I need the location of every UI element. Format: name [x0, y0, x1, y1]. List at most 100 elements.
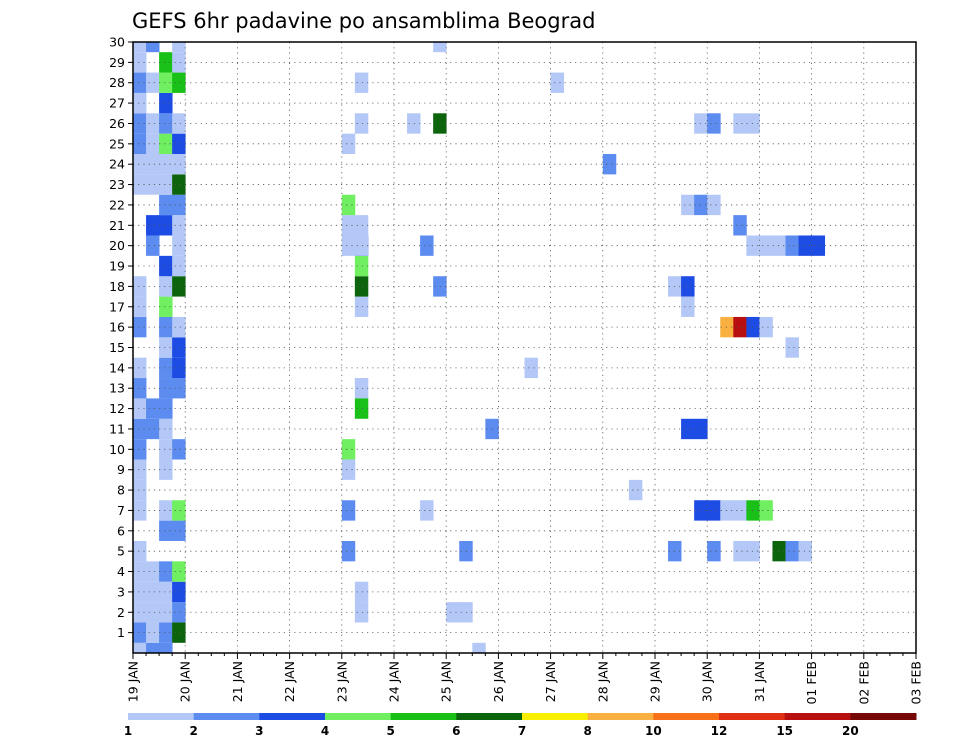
heatmap-cell [172, 581, 186, 603]
heatmap-cell [733, 500, 747, 521]
heatmap-cell [159, 174, 173, 195]
heatmap-cell [133, 133, 147, 155]
heatmap-cell [172, 174, 186, 195]
heatmap-cell [341, 459, 356, 480]
heatmap-cell [341, 500, 356, 521]
plot-frame [132, 41, 917, 654]
y-tick-label: 9 [117, 462, 125, 477]
heatmap-cell [733, 215, 747, 236]
heatmap-cell [707, 194, 721, 216]
x-tick-label: 26 JAN [491, 661, 506, 702]
heatmap-cell [146, 418, 160, 440]
heatmap-cell [407, 113, 421, 134]
heatmap-cell [159, 255, 173, 277]
y-tick-label: 17 [109, 299, 125, 314]
legend-swatch [128, 713, 195, 720]
legend-label: 7 [518, 724, 526, 738]
heatmap-cell [172, 520, 186, 541]
heatmap-cell [159, 296, 173, 317]
heatmap-cell [159, 276, 173, 297]
heatmap-cell [341, 194, 356, 216]
heatmap-cell [172, 316, 186, 338]
legend-swatch [587, 713, 654, 720]
x-tick-label: 31 JAN [752, 661, 767, 702]
heatmap-cell [133, 154, 147, 175]
heatmap-cell [472, 642, 486, 653]
chart-title: GEFS 6hr padavine po ansamblima Beograd [132, 9, 595, 33]
x-tick-label: 20 JAN [178, 661, 193, 702]
heatmap-cell [172, 194, 186, 216]
heatmap-cell [420, 500, 434, 521]
y-tick-label: 8 [117, 483, 125, 498]
legend-swatch [653, 713, 720, 720]
y-tick-label: 11 [109, 421, 125, 436]
heatmap-cell [420, 235, 434, 256]
y-tick-label: 27 [109, 96, 125, 111]
legend-label: 8 [583, 724, 591, 738]
x-tick-label: 03 FEB [909, 661, 924, 705]
heatmap-cell [159, 581, 173, 603]
heatmap-cell [172, 337, 186, 358]
heatmap-cell [772, 235, 786, 256]
y-tick-label: 6 [117, 523, 125, 538]
heatmap-cell [172, 439, 186, 460]
y-tick-label: 18 [109, 279, 125, 294]
heatmap-cell [133, 561, 147, 582]
heatmap-cell [146, 561, 160, 582]
heatmap-cell [159, 642, 173, 653]
heatmap-cell [159, 439, 173, 460]
heatmap-cell [733, 540, 747, 562]
heatmap-cell [746, 235, 760, 256]
legend-label: 6 [452, 724, 460, 738]
heatmap-cell [159, 378, 173, 399]
heatmap-cell [133, 72, 147, 93]
heatmap-cell [172, 500, 186, 521]
y-tick-label: 4 [117, 564, 125, 579]
heatmap-cell [341, 215, 356, 236]
y-tick-label: 14 [109, 360, 125, 375]
heatmap-cell [146, 642, 160, 653]
heatmap-cell [133, 439, 147, 460]
heatmap-cell [524, 357, 538, 379]
heatmap-cell [354, 215, 369, 236]
heatmap-cell [159, 398, 173, 419]
heatmap-cell [172, 255, 186, 277]
y-tick-label: 19 [109, 259, 125, 274]
heatmap-cell [133, 642, 147, 653]
heatmap-cell [159, 622, 173, 643]
heatmap-cell [159, 72, 173, 93]
heatmap-cell [159, 459, 173, 480]
heatmap-cell [341, 133, 356, 155]
legend-swatch [522, 713, 589, 720]
heatmap-cell [159, 215, 173, 236]
heatmap-cell [733, 113, 747, 134]
x-tick-label: 23 JAN [334, 661, 349, 702]
heatmap-cell [759, 500, 773, 521]
heatmap-cell [681, 418, 695, 440]
heatmap-cell [707, 540, 721, 562]
y-tick-label: 10 [109, 442, 125, 457]
legend-label: 20 [842, 724, 859, 738]
x-tick-label: 22 JAN [282, 661, 297, 702]
heatmap-cell [733, 316, 747, 338]
y-tick-label: 2 [117, 605, 125, 620]
heatmap-cell [133, 174, 147, 195]
heatmap-cell [133, 479, 147, 501]
legend-label: 12 [711, 724, 728, 738]
y-tick-label: 26 [109, 116, 125, 131]
y-tick-label: 28 [109, 75, 125, 90]
heatmap-cell [133, 500, 147, 521]
y-tick-label: 25 [109, 136, 125, 151]
heatmap-cell [172, 622, 186, 643]
heatmap-cell [772, 540, 786, 562]
legend-swatch [456, 713, 523, 720]
heatmap-cell [681, 276, 695, 297]
legend: 1 2 3 4 5 6 7 8 10 12 15 20 [124, 713, 917, 738]
heatmap-cell [341, 235, 356, 256]
heatmap-cell [172, 215, 186, 236]
heatmap-cell [146, 215, 160, 236]
heatmap-cell [146, 581, 160, 603]
heatmap-cell [133, 276, 147, 297]
y-tick-label: 15 [109, 340, 125, 355]
